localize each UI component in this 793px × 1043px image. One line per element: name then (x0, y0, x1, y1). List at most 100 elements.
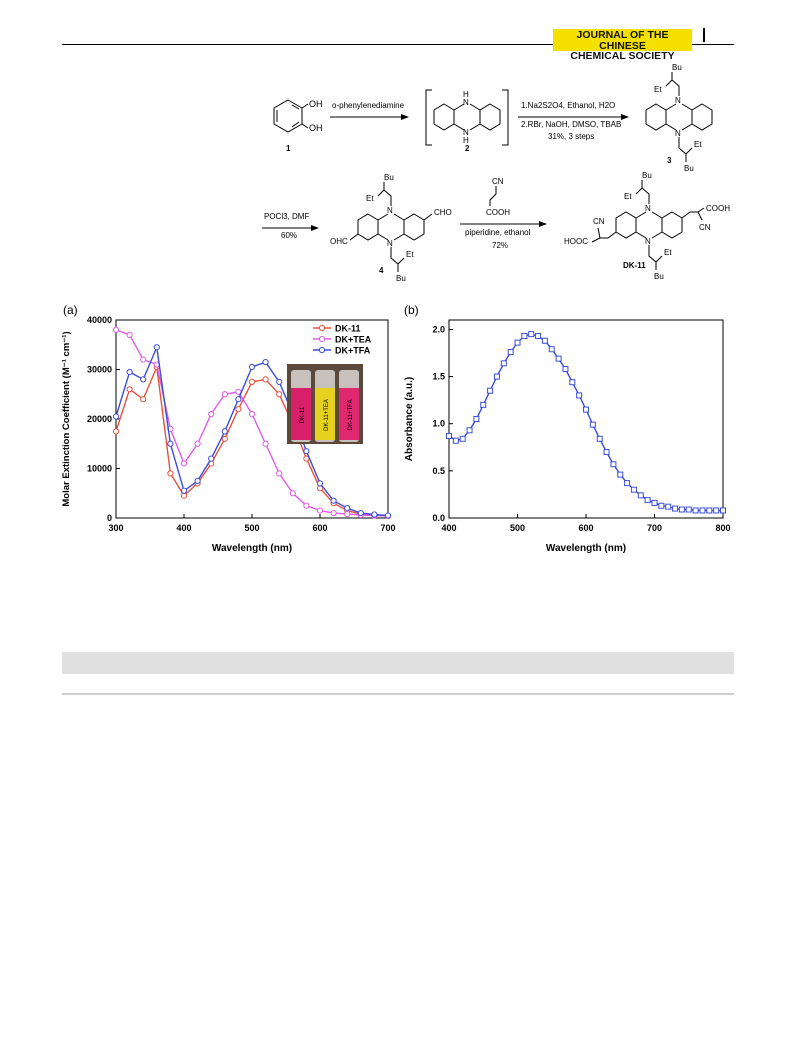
cyanoacetic-acid (489, 186, 497, 206)
data-point-s2 (140, 376, 147, 383)
compound-dk11 (591, 180, 705, 270)
data-point-s0 (644, 497, 651, 504)
data-point-s0 (665, 503, 672, 510)
y-tick-label: 30000 (87, 365, 112, 375)
data-point-s0 (610, 461, 617, 468)
data-point-s0 (651, 499, 658, 506)
group-bu-bottom-dk11: Bu (654, 272, 664, 281)
y-tick-label: 2.0 (432, 324, 445, 334)
journal-badge: JOURNAL OF THE CHINESE CHEMICAL SOCIETY (553, 29, 692, 61)
group-cn-left-dk11: CN (593, 217, 605, 226)
x-tick-label: 700 (380, 523, 395, 533)
group-cooh-reagent: COOH (486, 208, 510, 217)
data-point-s0 (555, 355, 562, 362)
group-et-bottom-3: Et (694, 140, 702, 149)
compound-1 (273, 99, 309, 133)
plot-frame-b (448, 319, 724, 519)
label-compound-2: 2 (465, 144, 470, 153)
label-compound-3: 3 (667, 156, 672, 165)
data-point-s2 (112, 413, 120, 420)
data-point-s0 (235, 406, 242, 413)
x-tick-label: 500 (510, 523, 525, 533)
data-point-s1 (194, 440, 201, 447)
data-point-s0 (637, 492, 644, 499)
data-point-s1 (126, 331, 133, 338)
data-point-s2 (384, 512, 392, 519)
data-point-s1 (248, 410, 256, 418)
data-point-s0 (630, 486, 637, 493)
data-point-s0 (576, 392, 583, 399)
label-compound-dk11: DK-11 (623, 261, 646, 270)
reagent-step3a: POCl3, DMF (264, 212, 309, 221)
atom-h-bottom-2: H (463, 136, 469, 145)
reagent-step3b: 60% (281, 231, 297, 240)
data-point-s0 (678, 506, 685, 513)
data-point-s2 (153, 344, 160, 351)
y-tick-label: 0.5 (432, 466, 445, 476)
data-point-s0 (126, 386, 133, 393)
data-point-s0 (180, 492, 188, 499)
data-point-s0 (248, 378, 256, 385)
chart-b: (b) 400 500 600 700 800 0.0 0.5 1.0 1.5 2.0 Wavel… (404, 303, 731, 554)
data-point-s0 (672, 505, 679, 512)
group-cooh-dk11: COOH (706, 204, 730, 213)
group-oh-2: OH (309, 123, 323, 133)
panel-label-a: (a) (63, 303, 78, 317)
data-point-s2 (303, 448, 310, 455)
data-point-s1 (112, 326, 120, 333)
data-point-s0 (480, 401, 487, 408)
legend-marker-1 (318, 335, 326, 343)
panel-label-b: (b) (404, 303, 419, 317)
data-point-s0 (521, 333, 528, 340)
data-point-s1 (344, 510, 351, 518)
vial-photo-inset: DK-11 DK-11+TEA DK-11+TFA (287, 364, 363, 444)
vial-label-3: DK-11+TFA (348, 399, 354, 430)
data-point-s2 (276, 378, 283, 385)
atom-h-top-2: H (463, 90, 469, 99)
legend-label-1: DK+TEA (335, 335, 372, 345)
data-point-s0 (493, 373, 500, 380)
atom-n-bottom-4: N (387, 239, 393, 248)
x-axis-label-b: Wavelength (nm) (546, 543, 626, 554)
data-point-s0 (500, 360, 507, 367)
compound-4 (349, 182, 433, 272)
data-point-s0 (658, 502, 665, 509)
vial-3-solution (339, 388, 359, 440)
data-point-s0 (473, 416, 480, 422)
data-point-s0 (685, 506, 692, 513)
data-point-s0 (541, 337, 548, 344)
data-point-s2 (371, 511, 378, 518)
group-bu-bottom-4: Bu (396, 274, 406, 283)
vial-label-2: DK-11+TEA (324, 399, 330, 431)
data-point-s1 (140, 356, 147, 363)
data-point-s0 (706, 507, 713, 514)
data-point-s1 (316, 507, 324, 514)
x-tick-label: 400 (441, 523, 456, 533)
data-point-s1 (276, 470, 283, 477)
x-tick-label: 800 (715, 523, 730, 533)
data-point-s2 (221, 428, 228, 435)
data-point-s1 (208, 410, 215, 418)
journal-name-line1: JOURNAL OF THE CHINESE (576, 29, 669, 52)
atom-n-bottom-3: N (675, 129, 681, 138)
x-tick-label: 500 (244, 523, 259, 533)
data-point-s0 (589, 421, 596, 428)
atom-n-top-2: N (463, 98, 469, 107)
reagent-step2a: 1.Na2S2O4, Ethanol, H2O (521, 101, 615, 110)
x-tick-label: 600 (312, 523, 327, 533)
x-tick-label: 600 (578, 523, 593, 533)
data-point-s0 (617, 471, 624, 478)
x-tick-label: 300 (108, 523, 123, 533)
atom-n-bottom-dk11: N (645, 237, 651, 246)
data-point-s2 (330, 497, 337, 504)
y-tick-label: 1.5 (432, 372, 445, 382)
label-compound-1: 1 (286, 144, 291, 153)
data-point-s2 (357, 509, 364, 517)
y-axis-label-b: Absorbance (a.u.) (404, 377, 415, 461)
atom-n-top-3: N (675, 96, 681, 105)
header-tick (703, 28, 705, 42)
y-tick-label: 10000 (87, 464, 112, 474)
legend-label-2: DK+TFA (335, 346, 371, 356)
legend-marker-0 (318, 324, 326, 332)
